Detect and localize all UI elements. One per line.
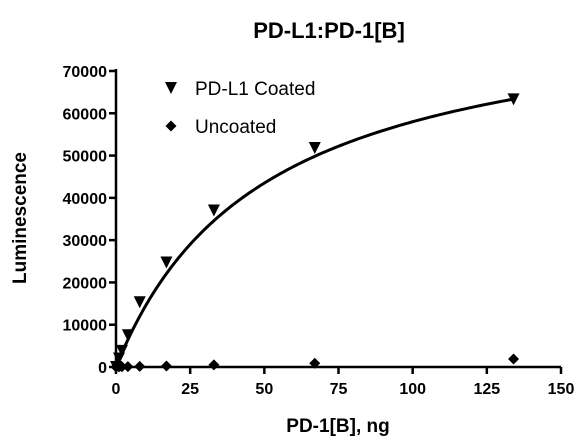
y-axis-label: Luminescence xyxy=(10,152,31,284)
data-point xyxy=(122,361,133,372)
y-tick-label: 70000 xyxy=(63,64,108,81)
legend: PD-L1 Coated Uncoated xyxy=(165,79,315,138)
y-tick-label: 20000 xyxy=(63,275,108,292)
data-point xyxy=(208,205,220,217)
data-point xyxy=(161,360,172,371)
x-tick-label: 125 xyxy=(473,381,500,398)
data-point xyxy=(122,329,134,341)
data-point xyxy=(134,361,145,372)
data-point xyxy=(508,353,519,364)
legend-marker xyxy=(165,82,177,94)
y-tick-label: 40000 xyxy=(63,191,108,208)
data-point xyxy=(208,359,219,370)
legend-label: Uncoated xyxy=(195,117,276,138)
x-tick-label: 25 xyxy=(181,381,199,398)
y-tick-label: 60000 xyxy=(63,106,108,123)
x-axis-label: PD-1[B], ng xyxy=(286,416,389,437)
data-point xyxy=(309,142,321,154)
y-tick-label: 30000 xyxy=(63,233,108,250)
y-tick-label: 10000 xyxy=(63,318,108,335)
fit-curve xyxy=(116,99,514,367)
x-tick-label: 75 xyxy=(330,381,348,398)
series-1 xyxy=(110,93,520,373)
y-tick-label: 50000 xyxy=(63,149,108,166)
chart-title: PD-L1:PD-1[B] xyxy=(253,18,405,43)
x-tick-label: 100 xyxy=(399,381,426,398)
x-tick-label: 150 xyxy=(548,381,575,398)
legend-marker xyxy=(166,121,177,132)
x-tick-label: 50 xyxy=(255,381,273,398)
legend-label: PD-L1 Coated xyxy=(195,79,315,100)
series-2 xyxy=(111,353,520,372)
axes xyxy=(116,69,561,367)
y-axis-ticks: 0 10000 20000 30000 40000 50000 60000 70000 xyxy=(63,64,117,377)
x-axis-ticks: 0 25 50 75 100 125 150 xyxy=(112,367,575,398)
y-tick-label: 0 xyxy=(98,360,107,377)
series-layer xyxy=(110,93,520,373)
x-tick-label: 0 xyxy=(112,381,121,398)
